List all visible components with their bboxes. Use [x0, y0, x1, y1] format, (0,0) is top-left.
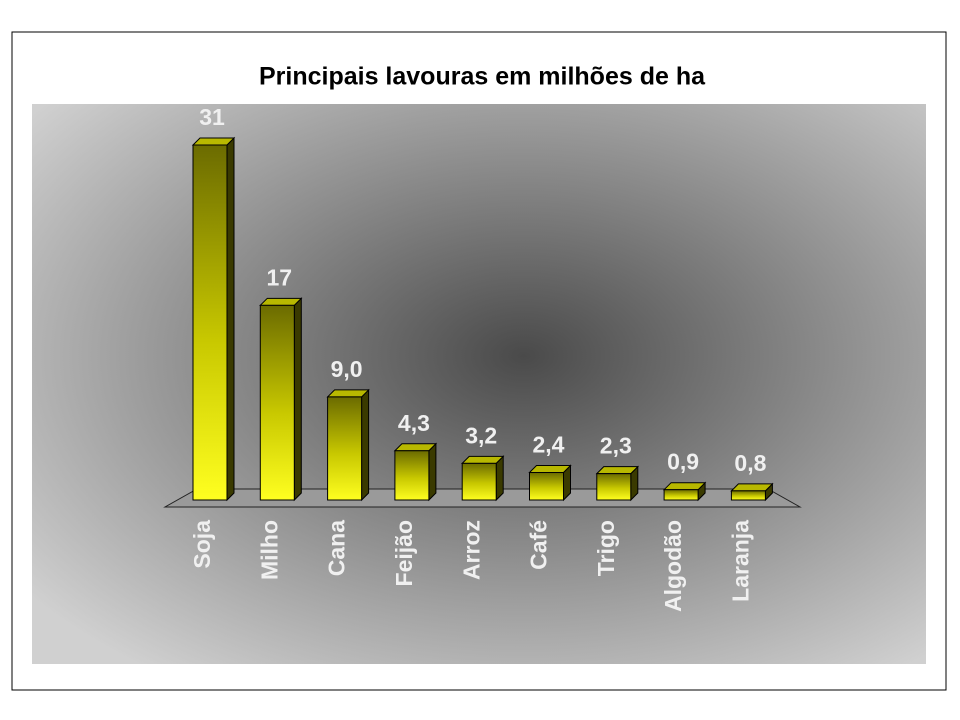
bar-top: [595, 466, 640, 475]
value-label: 17: [267, 264, 293, 290]
value-label: 2,3: [600, 433, 632, 459]
bar-side: [361, 388, 370, 502]
value-label: 2,4: [533, 432, 565, 458]
bar-top: [730, 483, 774, 492]
plot-background: [32, 104, 926, 664]
bar-side: [428, 442, 437, 502]
value-label: 0,8: [734, 450, 766, 476]
bar-top: [259, 297, 303, 306]
value-label: 9,0: [331, 356, 363, 382]
bar: [529, 472, 564, 501]
bar: [730, 490, 766, 501]
x-tick-label: Cana: [324, 520, 350, 576]
value-label: 31: [199, 104, 225, 130]
value-label: 0,9: [667, 449, 699, 475]
x-tick-label: Feijão: [391, 520, 417, 586]
bar: [327, 396, 363, 501]
bar-top: [393, 443, 438, 452]
x-tick-label: Laranja: [727, 520, 753, 602]
value-label: 3,2: [465, 422, 497, 448]
bar: [663, 489, 699, 501]
bar-top: [528, 465, 572, 474]
bar: [192, 144, 228, 501]
x-tick-label: Café: [526, 520, 552, 570]
x-tick-label: Trigo: [593, 520, 619, 576]
bar: [596, 473, 632, 501]
chart-title: Principais lavouras em milhões de ha: [259, 63, 706, 91]
bar-side: [226, 136, 235, 502]
bar-side: [293, 297, 302, 502]
x-tick-label: Arroz: [458, 520, 484, 580]
bar: [259, 304, 295, 501]
x-tick-label: Milho: [256, 520, 282, 580]
x-tick-label: Soja: [189, 520, 215, 569]
bar-top: [191, 137, 236, 146]
bar-top: [326, 389, 370, 398]
x-tick-label: Algodão: [660, 520, 686, 612]
bar: [394, 450, 430, 501]
value-label: 4,3: [398, 410, 430, 436]
bar-top: [460, 455, 505, 464]
bar-top: [662, 482, 707, 491]
bar: [461, 462, 497, 501]
